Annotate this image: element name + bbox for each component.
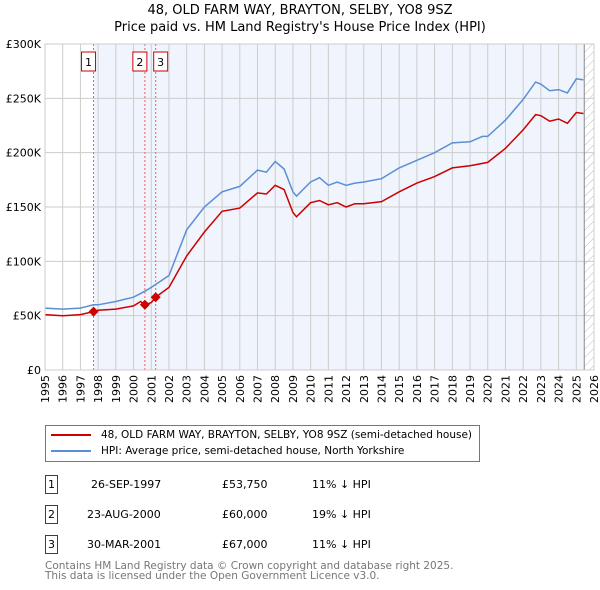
legend-label-price-paid: 48, OLD FARM WAY, BRAYTON, SELBY, YO8 9S… [101,429,473,441]
price-paid-line [44,111,584,317]
x-tick-label: 2003 [181,375,194,403]
sale-price: £53,750 [222,478,268,491]
sale-hpi-diff: 19% ↓ HPI [312,508,371,521]
x-tick-label: 2022 [517,375,530,403]
legend-item-hpi: HPI: Average price, semi-detached house,… [51,445,404,457]
x-tick-label: 2010 [305,375,318,403]
x-tick-label: 2014 [375,375,388,403]
x-tick-label: 1995 [39,375,52,403]
legend: 48, OLD FARM WAY, BRAYTON, SELBY, YO8 9S… [45,425,480,462]
chart-title: 48, OLD FARM WAY, BRAYTON, SELBY, YO8 9S… [0,2,600,36]
sale-date: 23-AUG-2000 [87,508,161,521]
y-tick-label: £50K [13,310,42,323]
legend-swatch-blue [51,450,91,452]
sale-price: £60,000 [222,508,268,521]
sale-label: 2 [136,56,143,69]
sale-price: £67,000 [222,538,268,551]
sale-label-box [153,51,169,72]
sale-date: 26-SEP-1997 [91,478,162,491]
x-tick-label: 2002 [163,375,176,403]
x-tick-label: 2018 [446,375,459,403]
x-tick-label: 2008 [269,375,282,403]
footer-line-1: Contains HM Land Registry data © Crown c… [45,560,454,572]
sale-point [88,306,99,317]
price-chart: 1995 1996 1997 1998 1999 2000 2001 2002 2003 2004… [6,38,600,403]
x-tick-label: 2006 [234,375,247,403]
x-tick-label: 2011 [322,375,335,403]
y-tick-label: £150K [6,201,42,214]
x-tick-label: 2026 [588,375,600,403]
title-line-1: 48, OLD FARM WAY, BRAYTON, SELBY, YO8 9S… [147,3,453,18]
x-tick-label: 1996 [57,375,70,403]
x-tick-label: 2019 [464,375,477,403]
sale-label-box [81,51,97,72]
y-tick-label: £0 [27,364,41,377]
x-tick-label: 1999 [110,375,123,403]
x-tick-label: 2017 [429,375,442,403]
legend-item-price-paid: 48, OLD FARM WAY, BRAYTON, SELBY, YO8 9S… [51,429,472,441]
x-tick-label: 2024 [553,375,566,403]
x-tick-label: 1997 [74,375,87,403]
sale-number: 2 [45,505,58,524]
sale-point [150,292,161,303]
x-tick-label: 2009 [287,375,300,403]
x-tick-label: 2015 [393,375,406,403]
x-tick-label: 2023 [535,375,548,403]
x-tick-label: 2021 [499,375,512,403]
sale-hpi-diff: 11% ↓ HPI [312,478,371,491]
hpi-line [44,77,584,310]
x-tick-label: 2020 [482,375,495,403]
sale-label-box [132,51,148,72]
x-tick-label: 2012 [340,375,353,403]
x-tick-label: 2001 [145,375,158,403]
x-tick-label: 2013 [358,375,371,403]
sale-number: 3 [45,535,58,554]
sale-number: 1 [45,475,58,494]
y-tick-label: £100K [6,255,42,268]
footer-line-2: This data is licensed under the Open Gov… [45,570,380,582]
sale-label: 1 [85,56,92,69]
footer-attribution: Contains HM Land Registry data © Crown c… [45,560,454,582]
x-tick-label: 2016 [411,375,424,403]
legend-swatch-red [51,434,91,436]
x-tick-label: 2025 [570,375,583,403]
x-tick-label: 2005 [216,375,229,403]
sale-date: 30-MAR-2001 [87,538,162,551]
legend-label-hpi: HPI: Average price, semi-detached house,… [101,445,405,457]
x-tick-label: 1998 [92,375,105,403]
x-tick-label: 2004 [198,375,211,403]
title-line-2: Price paid vs. HM Land Registry's House … [114,20,486,35]
y-tick-label: £300K [6,38,42,51]
sale-hpi-diff: 11% ↓ HPI [312,538,371,551]
y-tick-label: £250K [6,92,42,105]
plot-border [44,43,595,371]
sale-label: 3 [157,56,164,69]
x-tick-label: 2007 [252,375,265,403]
sale-point [139,299,150,310]
y-tick-label: £200K [6,147,42,160]
x-tick-label: 2000 [128,375,141,403]
